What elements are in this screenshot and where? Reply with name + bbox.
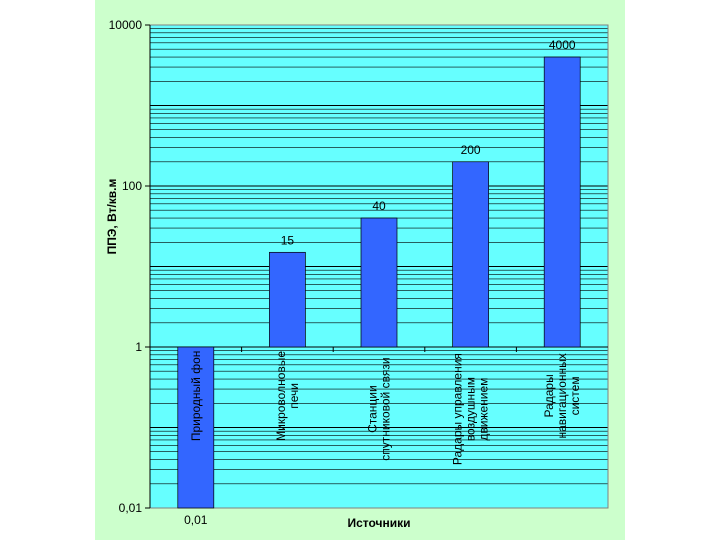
category-label-line: Станции (366, 385, 380, 433)
x-axis-title: Источники (347, 516, 410, 530)
bar (177, 346, 215, 509)
bar (452, 161, 489, 348)
category-label-line: спутниковой связи (379, 357, 393, 460)
category-label: Станцииспутниковой связи (366, 357, 393, 460)
y-tick-label: 100 (122, 179, 142, 193)
category-label: Радары управлениявоздушнымдвижением (451, 353, 491, 465)
category-label: Радарынавигационныхсистем (542, 353, 582, 438)
category-label-line: систем (568, 376, 582, 415)
category-label-line: печи (287, 383, 301, 409)
y-tick-label: 1 (135, 340, 142, 354)
y-tick-label: 0,01 (119, 501, 143, 515)
category-label-line: движением (477, 378, 491, 441)
data-label: 40 (372, 199, 386, 213)
category-label-line: навигационных (555, 353, 569, 438)
y-axis-title: ППЭ, Вт/кв.м (105, 179, 119, 255)
category-label-line: воздушным (464, 377, 478, 441)
data-label: 4000 (549, 38, 576, 52)
bar (543, 56, 581, 348)
bar (269, 251, 306, 348)
category-label-line: Радары управления (451, 353, 465, 465)
category-label-line: Природный фон (189, 351, 203, 442)
bar (360, 217, 398, 348)
data-label: 0,01 (184, 513, 208, 527)
data-label: 15 (281, 233, 295, 247)
category-label: Природный фон (189, 351, 203, 442)
y-tick-label: 10000 (109, 18, 143, 32)
data-label: 200 (461, 143, 481, 157)
category-label-line: Радары (542, 374, 556, 417)
category-label-line: Микроволновые (274, 351, 288, 441)
category-label: Микроволновыепечи (274, 351, 301, 441)
